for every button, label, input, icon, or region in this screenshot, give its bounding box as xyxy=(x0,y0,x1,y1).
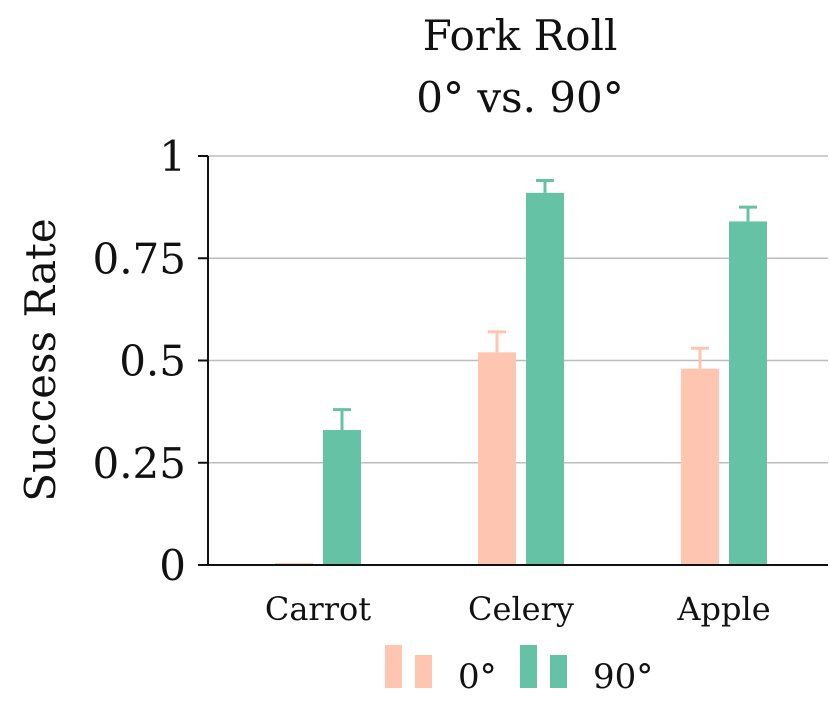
legend-swatch xyxy=(415,655,432,688)
y-tick-label: 0.25 xyxy=(92,439,186,488)
y-tick-label: 0.75 xyxy=(92,234,186,283)
bar xyxy=(681,368,719,565)
x-tick-label: Carrot xyxy=(265,590,371,628)
grid-lines xyxy=(208,155,828,464)
legend-swatch xyxy=(520,645,537,688)
x-axis-labels: Carrot Celery Apple xyxy=(265,590,771,628)
bar xyxy=(323,430,361,565)
y-axis-label: Success Rate xyxy=(16,218,65,502)
bar xyxy=(729,221,767,565)
y-tick-label: 0.5 xyxy=(119,337,186,386)
x-tick-label: Apple xyxy=(676,590,770,628)
legend-swatch xyxy=(550,655,567,688)
bar xyxy=(478,352,516,565)
bar xyxy=(526,192,564,565)
y-axis-ticks: 0 0.25 0.5 0.75 1 xyxy=(92,132,208,590)
legend: 0° 90° xyxy=(385,645,653,697)
bars xyxy=(275,179,767,565)
chart-subtitle: 0° vs. 90° xyxy=(416,73,624,122)
legend-label: 0° xyxy=(458,657,497,697)
legend-label: 90° xyxy=(593,657,653,697)
y-tick-label: 1 xyxy=(159,132,186,181)
chart-title: Fork Roll xyxy=(423,11,618,60)
y-tick-label: 0 xyxy=(159,541,186,590)
x-tick-label: Celery xyxy=(468,590,574,628)
legend-swatch xyxy=(385,645,402,688)
